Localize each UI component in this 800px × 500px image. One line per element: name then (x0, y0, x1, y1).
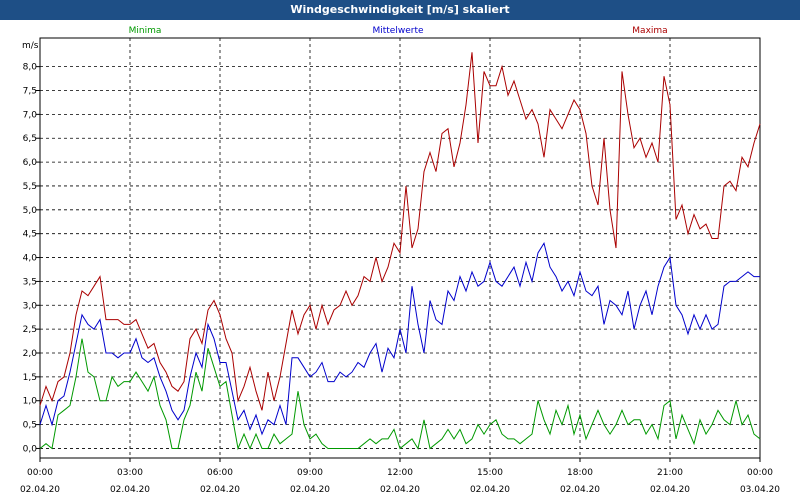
x-tick-time-label: 03:00 (117, 468, 143, 478)
series-line-mittelwerte (39, 241, 760, 436)
chart-title: Windgeschwindigkeit [m/s] skaliert (0, 0, 800, 20)
y-tick-label: 8,0 (23, 63, 38, 73)
series-lines (39, 52, 761, 451)
legend-item-maxima: Maxima (632, 26, 667, 36)
x-tick-date-label: 02.04.20 (110, 485, 150, 495)
y-tick-label: 6,5 (23, 134, 37, 144)
y-tick-label: 1,0 (23, 397, 38, 407)
y-tick-label: 1,5 (23, 373, 37, 383)
y-axis-label: m/s (22, 41, 39, 51)
y-tick-label: 7,0 (23, 110, 38, 120)
x-tick-date-label: 02.04.20 (560, 485, 600, 495)
x-tick-date-label: 02.04.20 (20, 485, 60, 495)
y-tick-label: 2,0 (23, 349, 38, 359)
legend-item-minima: Minima (129, 26, 162, 36)
y-tick-label: 5,0 (23, 206, 38, 216)
series-line-minima (39, 338, 761, 451)
x-tick-date-label: 02.04.20 (200, 485, 240, 495)
x-tick-time-label: 15:00 (477, 468, 503, 478)
y-tick-label: 2,5 (23, 325, 37, 335)
y-tick-label: 3,5 (23, 277, 37, 287)
x-tick-time-label: 00:00 (747, 468, 773, 478)
y-tick-label: 0,5 (23, 421, 37, 431)
y-tick-label: 4,5 (23, 230, 37, 240)
legend-item-mittelwerte: Mittelwerte (372, 26, 423, 36)
x-tick-date-label: 02.04.20 (380, 485, 420, 495)
x-tick-date-label: 02.04.20 (290, 485, 330, 495)
x-tick-time-label: 00:00 (27, 468, 53, 478)
x-tick-date-label: 03.04.20 (740, 485, 780, 495)
y-tick-label: 3,0 (23, 301, 38, 311)
x-tick-time-label: 18:00 (567, 468, 593, 478)
y-tick-label: 0,0 (23, 444, 38, 454)
series-line-maxima (39, 52, 761, 411)
axes (36, 37, 761, 462)
x-tick-time-label: 12:00 (387, 468, 413, 478)
x-tick-time-label: 09:00 (297, 468, 323, 478)
y-tick-label: 4,0 (23, 254, 38, 264)
y-tick-label: 7,5 (23, 87, 37, 97)
x-tick-date-label: 02.04.20 (650, 485, 690, 495)
legend: Minima Mittelwerte Maxima (129, 26, 668, 36)
x-tick-time-label: 06:00 (207, 468, 233, 478)
axis-labels: 0,0 0,5 1,0 1,5 2,0 2,5 3,0 3,5 4,0 4,5 5,0 5,5 6,0 6… (20, 41, 780, 495)
y-tick-label: 5,5 (23, 182, 37, 192)
y-tick-label: 6,0 (23, 158, 38, 168)
plot-frame (39, 37, 761, 459)
x-tick-date-label: 02.04.20 (470, 485, 510, 495)
x-tick-time-label: 21:00 (657, 468, 683, 478)
